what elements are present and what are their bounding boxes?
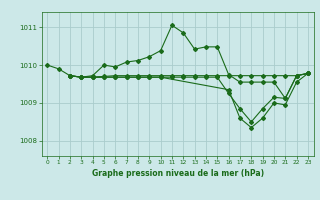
X-axis label: Graphe pression niveau de la mer (hPa): Graphe pression niveau de la mer (hPa)	[92, 169, 264, 178]
